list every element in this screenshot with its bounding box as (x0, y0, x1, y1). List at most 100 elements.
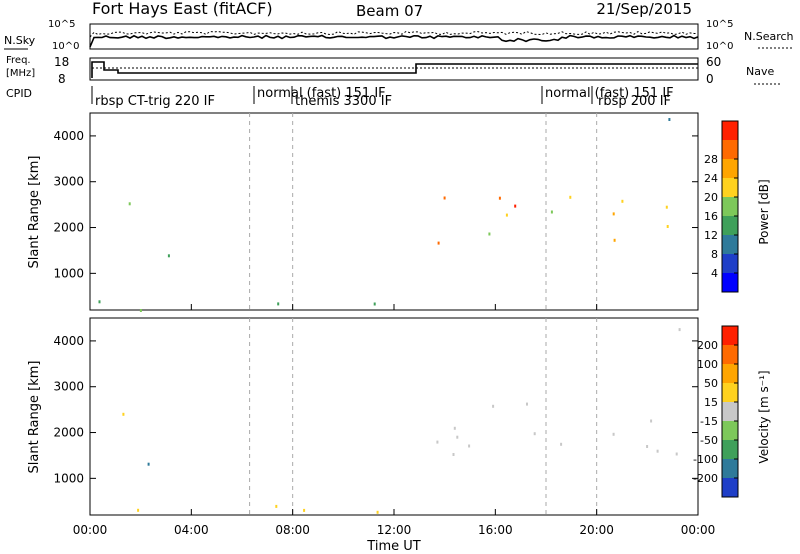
velocity-gridlines (249, 318, 598, 515)
echo-cell (452, 453, 455, 456)
colorbar-swatch (722, 421, 738, 440)
velocity-y-axis: 1000 2000 3000 4000 (53, 334, 698, 485)
nave-tick-top: 60 (706, 55, 721, 69)
colorbar-tick-label: 50 (704, 377, 718, 390)
echo-cell (373, 302, 376, 306)
echo-cell (656, 449, 659, 453)
colorbar-tick-label: 4 (711, 267, 718, 280)
cpid-mode: normal (fast) 151 IF (545, 86, 674, 101)
y-tick-label: 4000 (53, 334, 84, 348)
echo-cell (122, 412, 125, 416)
echo-cell (303, 508, 306, 512)
colorbar-swatch (722, 364, 738, 383)
colorbar-frame (721, 120, 739, 293)
echo-cell (128, 202, 131, 206)
echo-cell (453, 426, 456, 430)
freq-tick-top: 18 (54, 55, 69, 69)
freq-series (91, 61, 698, 78)
power-colorbar: 4 8 12 16 20 24 28 (704, 120, 739, 293)
colorbar-tick-label: 12 (704, 229, 718, 242)
cpid-mode: rbsp 200 IF (598, 94, 671, 109)
echo-cell (650, 419, 653, 423)
colorbar-swatch (722, 273, 738, 292)
colorbar-swatch (722, 345, 738, 364)
colorbar-swatch (722, 216, 738, 235)
echo-cell (468, 444, 471, 448)
nsearch-label: N.Search (744, 30, 794, 43)
echo-cell (668, 118, 671, 121)
colorbar-tick-label: 20 (704, 191, 718, 204)
colorbar-swatch (722, 440, 738, 459)
y-tick-label: 3000 (53, 380, 84, 394)
nsearch-tick-bottom: 10^0 (706, 41, 733, 52)
colorbar-frame (721, 325, 739, 498)
cpid-mode: normal (fast) 151 IF (257, 86, 386, 101)
colorbar-tick-label: -15 (700, 415, 718, 428)
echo-cell (621, 199, 624, 203)
echo-cell (666, 225, 669, 228)
date-label: 21/Sep/2015 (596, 0, 692, 18)
velocity-colorbar-label: Velocity [m s⁻¹] (757, 370, 771, 463)
echo-cell (277, 302, 280, 306)
y-tick-label: 2000 (53, 426, 84, 440)
colorbar-swatch (722, 459, 738, 478)
echo-cell (492, 404, 495, 408)
freq-tick-bottom: 8 (58, 72, 66, 86)
colorbar-tick-label: -200 (693, 472, 718, 485)
cpid-mode: themis 3300 IF (295, 94, 392, 109)
echo-cell (612, 432, 615, 436)
nsky-series (89, 34, 699, 48)
echo-cell (675, 452, 678, 456)
colorbar-tick-label: 200 (697, 339, 718, 352)
velocity-data (122, 328, 681, 514)
cpid-label: CPID (6, 87, 32, 100)
y-tick-label: 1000 (53, 266, 84, 280)
colorbar-swatch (722, 383, 738, 402)
colorbar-swatch (722, 159, 738, 178)
colorbar-tick-label: -50 (700, 434, 718, 447)
echo-cell (437, 241, 440, 245)
echo-cell (613, 238, 616, 242)
power-panel-frame (89, 112, 699, 311)
echo-cell (612, 212, 615, 216)
y-tick-label: 3000 (53, 175, 84, 189)
power-colorbar-label: Power [dB] (757, 179, 771, 244)
colorbar-tick-label: 16 (704, 210, 718, 223)
nsearch-series (89, 30, 699, 38)
x-tick-label: 12:00 (377, 523, 412, 537)
x-tick-label: 04:00 (174, 523, 209, 537)
station-title: Fort Hays East (fitACF) (92, 0, 273, 18)
colorbar-tick-label: 15 (704, 396, 718, 409)
echo-cell (569, 195, 572, 199)
colorbar-tick-label: 28 (704, 153, 718, 166)
colorbar-swatch (722, 235, 738, 254)
echo-cell (505, 213, 508, 217)
x-tick-label: 00:00 (681, 523, 716, 537)
power-gridlines (249, 113, 598, 310)
echo-cell (526, 402, 528, 406)
y-tick-label: 2000 (53, 221, 84, 235)
velocity-y-label: Slant Range [km] (27, 361, 42, 474)
freq-label-2: [MHz] (6, 68, 35, 79)
nsky-label: N.Sky (4, 34, 36, 47)
x-axis-label: Time UT (366, 539, 420, 554)
colorbar-swatch (722, 402, 738, 421)
y-tick-label: 1000 (53, 471, 84, 485)
echo-cell (98, 300, 101, 304)
x-tick-label: 16:00 (478, 523, 513, 537)
colorbar-swatch (722, 178, 738, 197)
nave-label: Nave (746, 65, 774, 78)
nsky-tick-top: 10^5 (48, 19, 75, 30)
beam-label: Beam 07 (356, 2, 423, 20)
nsky-tick-bottom: 10^0 (52, 41, 79, 52)
x-axis: 00:00 04:00 08:00 12:00 16:00 20:00 00:00 (73, 304, 716, 537)
colorbar-tick-label: 100 (697, 358, 718, 371)
colorbar-tick-label: 24 (704, 172, 718, 185)
colorbar-swatch (722, 254, 738, 273)
nave-tick-bottom: 0 (706, 72, 714, 86)
colorbar-swatch (722, 478, 738, 497)
y-tick-label: 4000 (53, 129, 84, 143)
colorbar-swatch (722, 140, 738, 159)
colorbar-swatch (722, 197, 738, 216)
power-data (98, 118, 671, 312)
